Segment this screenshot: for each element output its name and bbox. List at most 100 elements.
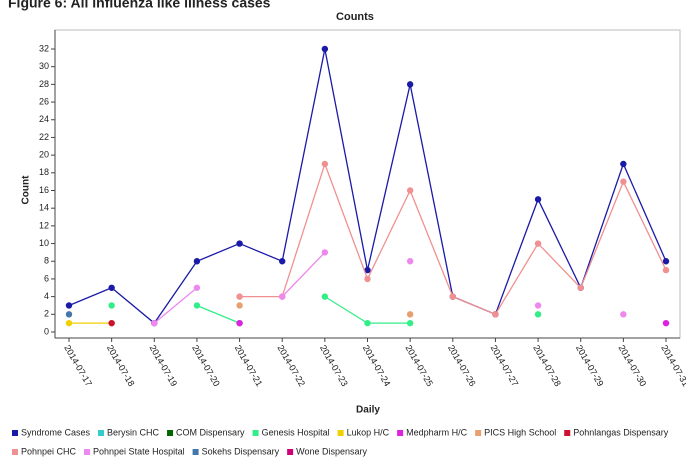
point [662, 266, 670, 274]
x-tick-label: 2014-07-18 [105, 343, 137, 388]
point [662, 258, 670, 265]
y-tick-label: 20 [39, 150, 49, 160]
legend-swatch [98, 430, 105, 436]
legend-label: Sokehs Dispensary [202, 446, 280, 456]
point [662, 319, 670, 327]
y-tick-label: 16 [39, 185, 49, 195]
point [193, 258, 201, 265]
point [449, 293, 456, 300]
legend-swatch [475, 430, 482, 436]
series-line [153, 287, 198, 324]
legend-label: Lukop H/C [347, 427, 390, 437]
x-tick-label: 2014-07-22 [275, 343, 307, 388]
legend-swatch [397, 430, 404, 436]
point [321, 160, 329, 168]
point [534, 302, 542, 309]
y-tick-label: 32 [39, 43, 49, 53]
x-tick-label: 2014-07-24 [361, 343, 393, 388]
point [65, 302, 73, 309]
legend-label: Pohnpei CHC [21, 446, 77, 456]
point [406, 81, 414, 88]
legend-label: Berysin CHC [107, 427, 160, 437]
point [236, 240, 243, 247]
chart-title: Counts [336, 11, 374, 23]
x-tick-label: 2014-07-28 [531, 343, 563, 388]
point [406, 311, 414, 318]
point [620, 178, 627, 185]
legend-swatch [192, 449, 199, 455]
x-tick-label: 2014-07-25 [403, 343, 435, 388]
point [108, 302, 115, 309]
point [406, 258, 414, 265]
legend-label: Syndrome Cases [21, 427, 91, 437]
point [65, 311, 73, 318]
y-tick-label: 28 [39, 79, 49, 89]
y-axis-label: Count [21, 175, 32, 205]
y-tick-label: 24 [39, 114, 49, 124]
point [406, 187, 414, 194]
legend-label: Pohnlangas Dispensary [573, 427, 669, 437]
y-tick-label: 18 [39, 167, 49, 177]
x-tick-label: 2014-07-23 [318, 343, 350, 388]
y-tick-label: 4 [44, 291, 49, 301]
legend-label: Pohnpei State Hospital [93, 446, 185, 456]
point [108, 319, 115, 327]
x-tick-label: 2014-07-27 [489, 343, 521, 388]
y-tick-label: 30 [39, 61, 49, 71]
point [364, 319, 371, 327]
series-line [324, 296, 411, 324]
x-tick-label: 2014-07-21 [233, 343, 265, 388]
point [236, 293, 243, 300]
x-tick-label: 2014-07-30 [617, 343, 649, 388]
legend-label: PICS High School [484, 427, 556, 437]
legend-label: Wone Dispensary [296, 446, 367, 456]
x-tick-label: 2014-07-19 [147, 343, 179, 388]
x-tick-label: 2014-07-29 [574, 343, 606, 388]
plot-frame [54, 29, 681, 339]
point [108, 284, 115, 291]
point [620, 311, 627, 318]
x-tick-label: 2014-07-26 [446, 343, 478, 388]
point [236, 302, 243, 309]
x-axis-label: Daily [356, 405, 380, 416]
y-tick-label: 12 [39, 220, 49, 230]
point [279, 293, 286, 300]
point [65, 319, 73, 327]
legend-label: COM Dispensary [176, 427, 245, 437]
point [151, 319, 158, 327]
point [620, 160, 627, 168]
point [321, 293, 329, 300]
x-tick-label: 2014-07-17 [62, 343, 94, 388]
series-line [281, 251, 326, 298]
y-tick-label: 22 [39, 132, 49, 142]
point [406, 319, 414, 327]
x-tick-label: 2014-07-20 [190, 343, 222, 388]
legend-swatch [12, 449, 18, 455]
point [193, 302, 201, 309]
x-tick-label: 2014-07-31 [659, 343, 686, 388]
series-line [239, 161, 667, 316]
point [321, 45, 329, 53]
point [577, 284, 584, 291]
legend-swatch [167, 430, 174, 436]
y-tick-label: 8 [44, 256, 49, 266]
legend-swatch [12, 430, 18, 436]
legend-swatch [252, 430, 259, 436]
y-tick-label: 26 [39, 96, 49, 106]
y-tick-label: 0 [44, 326, 49, 336]
point [492, 311, 499, 318]
legend-swatch [84, 449, 91, 455]
point [364, 266, 371, 274]
y-tick-label: 10 [39, 238, 49, 248]
legend-swatch [287, 449, 294, 455]
point [534, 311, 542, 318]
point [236, 319, 243, 327]
legend-label: Medpharm H/C [406, 427, 468, 437]
y-tick-label: 14 [39, 203, 49, 213]
heading: Figure 6: All influenza like illness cas… [8, 0, 271, 11]
legend-label: Genesis Hospital [262, 427, 330, 437]
point [321, 249, 329, 256]
point [193, 284, 201, 291]
legend-swatch [337, 430, 344, 436]
